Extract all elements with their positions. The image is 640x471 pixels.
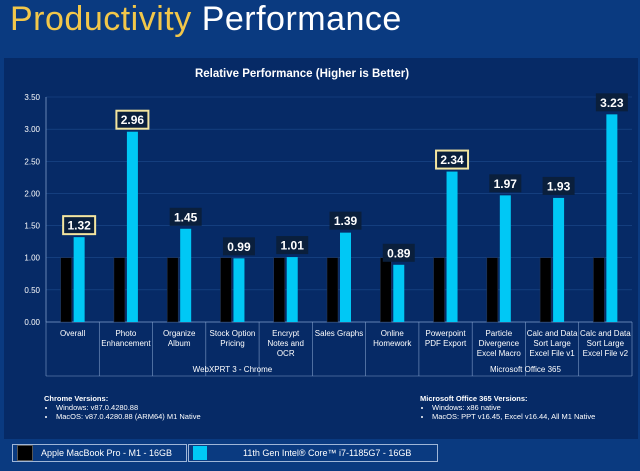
x-tick-label: Album bbox=[168, 339, 191, 348]
chrome-version-windows: Windows: v87.0.4280.88 bbox=[56, 403, 201, 412]
bar-m1 bbox=[539, 257, 552, 323]
data-label: 0.99 bbox=[227, 240, 251, 254]
bar-m1 bbox=[166, 257, 179, 323]
office-version-windows: Windows: x86 native bbox=[432, 403, 595, 412]
page-title: Productivity Performance bbox=[10, 0, 402, 39]
bar-m1 bbox=[486, 257, 499, 323]
data-label-box bbox=[62, 215, 97, 236]
y-tick-label: 0.50 bbox=[24, 286, 40, 295]
data-label: 1.32 bbox=[67, 219, 91, 233]
x-tick-label: Excel File v1 bbox=[529, 349, 575, 358]
office-versions-note: Microsoft Office 365 Versions: Windows: … bbox=[420, 394, 595, 421]
bar-intel bbox=[606, 114, 618, 322]
bar-intel bbox=[126, 131, 138, 322]
data-label: 2.96 bbox=[121, 113, 145, 127]
group-label: WebXPRT 3 - Chrome bbox=[193, 365, 273, 374]
x-tick-label: Stock Option bbox=[210, 329, 256, 338]
bar-intel bbox=[499, 195, 511, 322]
legend-m1-swatch bbox=[17, 445, 33, 461]
data-label: 3.23 bbox=[600, 96, 624, 110]
legend-intel-label: 11th Gen Intel® Core™ i7-1185G7 - 16GB bbox=[243, 448, 412, 458]
data-label: 1.01 bbox=[281, 239, 305, 253]
data-label: 2.34 bbox=[440, 153, 464, 167]
data-label: 1.39 bbox=[334, 214, 358, 228]
bar-intel bbox=[180, 228, 192, 322]
x-tick-label: PDF Export bbox=[425, 339, 467, 348]
group-label: Microsoft Office 365 bbox=[490, 365, 562, 374]
title-part-2: Performance bbox=[201, 0, 402, 38]
x-tick-label: Encrypt bbox=[272, 329, 300, 338]
bar-m1 bbox=[113, 257, 126, 323]
bar-intel bbox=[73, 237, 85, 322]
x-tick-label: OCR bbox=[277, 349, 295, 358]
bar-m1 bbox=[60, 257, 72, 323]
x-tick-label: Particle bbox=[485, 329, 512, 338]
bar-intel bbox=[446, 171, 458, 322]
x-tick-label: Calc and Data bbox=[527, 329, 578, 338]
data-label-box bbox=[382, 243, 415, 262]
bar-intel bbox=[340, 232, 351, 322]
legend-intel-swatch bbox=[193, 446, 207, 460]
chrome-versions-note: Chrome Versions: Windows: v87.0.4280.88 … bbox=[44, 394, 201, 421]
bar-m1 bbox=[273, 257, 285, 323]
office-version-macos: MacOS: PPT v16.45, Excel v16.44, All M1 … bbox=[432, 412, 595, 421]
x-tick-label: Pricing bbox=[220, 339, 244, 348]
x-tick-label: Homework bbox=[373, 339, 412, 348]
x-tick-label: Notes and bbox=[267, 339, 303, 348]
chrome-versions-heading: Chrome Versions: bbox=[44, 394, 109, 403]
data-label-box bbox=[489, 174, 522, 193]
legend-intel: 11th Gen Intel® Core™ i7-1185G7 - 16GB bbox=[188, 444, 438, 462]
data-label-box bbox=[115, 109, 150, 130]
office-versions-heading: Microsoft Office 365 Versions: bbox=[420, 394, 528, 403]
x-tick-label: Sort Large bbox=[533, 339, 571, 348]
chrome-version-macos: MacOS: v87.0.4280.88 (ARM64) M1 Native bbox=[56, 412, 201, 421]
x-tick-label: Sort Large bbox=[587, 339, 625, 348]
y-tick-label: 1.00 bbox=[24, 254, 40, 263]
x-tick-label: Online bbox=[381, 329, 405, 338]
x-tick-label: Calc and Data bbox=[580, 329, 631, 338]
legend-m1: Apple MacBook Pro - M1 - 16GB bbox=[12, 444, 187, 462]
data-label-box bbox=[169, 207, 202, 226]
chart-title: Relative Performance (Higher is Better) bbox=[195, 68, 409, 80]
legend-m1-label: Apple MacBook Pro - M1 - 16GB bbox=[41, 448, 173, 458]
data-label: 1.97 bbox=[494, 177, 518, 191]
data-label-box bbox=[276, 236, 309, 255]
y-tick-label: 2.00 bbox=[24, 189, 40, 198]
bar-m1 bbox=[380, 257, 392, 323]
bar-m1 bbox=[593, 257, 605, 323]
x-tick-label: Organize bbox=[163, 329, 196, 338]
chart-panel: Relative Performance (Higher is Better) 0… bbox=[4, 58, 638, 439]
y-tick-label: 1.50 bbox=[24, 222, 40, 231]
data-label-box bbox=[542, 176, 575, 195]
bar-m1 bbox=[326, 257, 339, 323]
title-part-1: Productivity bbox=[10, 0, 192, 38]
data-label: 1.93 bbox=[547, 179, 571, 193]
bar-m1 bbox=[433, 257, 445, 323]
bar-chart: Relative Performance (Higher is Better) 0… bbox=[24, 68, 633, 377]
bar-m1 bbox=[220, 257, 232, 323]
x-tick-label: Enhancement bbox=[101, 339, 151, 348]
y-tick-label: 2.50 bbox=[24, 157, 40, 166]
bar-intel bbox=[553, 197, 565, 322]
x-tick-label: Overall bbox=[60, 329, 86, 338]
data-label: 0.89 bbox=[387, 246, 411, 260]
x-tick-label: Powerpoint bbox=[426, 329, 467, 338]
bar-intel bbox=[233, 258, 245, 322]
x-tick-label: Excel Macro bbox=[477, 349, 522, 358]
data-label: 1.45 bbox=[174, 210, 198, 224]
data-label-box bbox=[435, 149, 470, 170]
x-tick-label: Photo bbox=[115, 329, 136, 338]
bar-intel bbox=[393, 264, 405, 322]
data-label-box bbox=[595, 93, 628, 112]
data-label-box bbox=[222, 237, 255, 256]
bar-intel bbox=[286, 257, 298, 322]
y-tick-label: 0.00 bbox=[24, 318, 40, 327]
x-tick-label: Excel File v2 bbox=[583, 349, 629, 358]
data-label-box bbox=[329, 211, 362, 230]
y-tick-label: 3.50 bbox=[24, 93, 40, 102]
y-tick-label: 3.00 bbox=[24, 125, 40, 134]
x-tick-label: Sales Graphs bbox=[315, 329, 363, 338]
x-tick-label: Divergence bbox=[479, 339, 520, 348]
